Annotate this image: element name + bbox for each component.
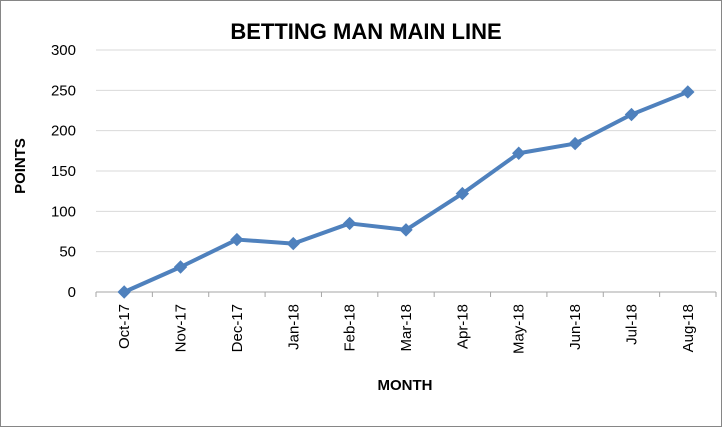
chart-title: BETTING MAN MAIN LINE xyxy=(230,19,501,44)
x-tick-label: Mar-18 xyxy=(398,304,415,352)
data-point-May-18 xyxy=(512,146,526,160)
data-point-Jun-18 xyxy=(568,136,582,151)
x-tick-label: May-18 xyxy=(511,304,528,354)
y-tick-label: 50 xyxy=(59,244,76,261)
x-tick-label: Oct-17 xyxy=(116,304,133,349)
data-point-Jul-18 xyxy=(624,107,639,122)
x-tick-label: Aug-18 xyxy=(680,304,697,352)
data-point-Dec-17 xyxy=(230,232,244,247)
data-point-Jan-18 xyxy=(286,236,300,251)
y-axis-title: POINTS xyxy=(12,138,29,194)
y-tick-label: 250 xyxy=(51,82,76,99)
y-tick-label: 100 xyxy=(51,203,76,220)
y-tick-label: 300 xyxy=(51,42,76,59)
x-tick-label: Feb-18 xyxy=(342,304,359,352)
x-tick-labels: Oct-17 Nov-17 Dec-17 Jan-18 Feb-18 Mar-18 Apr-… xyxy=(116,304,697,354)
data-point-Mar-18 xyxy=(399,223,413,237)
x-tick-label: Nov-17 xyxy=(173,304,190,352)
series-line-0 xyxy=(122,89,690,294)
y-tick-label: 0 xyxy=(68,284,76,301)
data-point-Aug-18 xyxy=(681,85,695,99)
y-tick-label: 150 xyxy=(51,163,76,180)
gridlines xyxy=(96,49,716,253)
x-tick-label: Dec-17 xyxy=(229,304,246,352)
y-tick-label: 200 xyxy=(51,123,76,140)
x-tick-label: Jun-18 xyxy=(567,304,584,350)
x-tick-label: Jul-18 xyxy=(623,304,640,345)
x-axis-title: MONTH xyxy=(378,377,433,394)
data-point-Nov-17 xyxy=(173,260,188,274)
axes xyxy=(95,291,717,297)
y-tick-labels: 0 50 100 150 200 250 300 xyxy=(51,42,76,301)
data-point-Feb-18 xyxy=(342,216,357,231)
data-point-Apr-18 xyxy=(455,186,470,201)
x-tick-label: Jan-18 xyxy=(285,304,302,350)
x-tick-label: Apr-18 xyxy=(454,304,471,349)
series xyxy=(117,85,695,299)
data-point-Oct-17 xyxy=(117,285,131,299)
